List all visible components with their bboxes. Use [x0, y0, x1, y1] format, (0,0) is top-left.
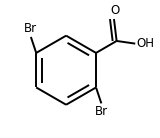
Text: Br: Br	[24, 22, 37, 35]
Text: Br: Br	[95, 105, 108, 118]
Text: OH: OH	[136, 37, 154, 50]
Text: O: O	[110, 4, 119, 17]
